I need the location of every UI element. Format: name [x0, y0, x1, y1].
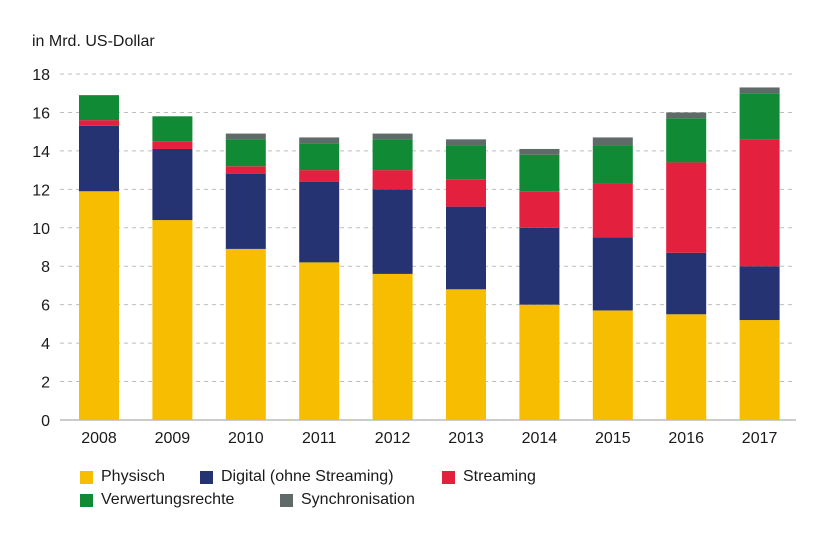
- bar-segment: [519, 148, 560, 155]
- bar-segment: [152, 148, 193, 221]
- legend-item-digital: Digital (ohne Streaming): [200, 468, 394, 486]
- bar-segment: [372, 139, 413, 171]
- x-tick-label: 2017: [742, 430, 778, 447]
- y-tick-label: 6: [41, 298, 50, 315]
- bar-segment: [299, 143, 340, 171]
- bar-segment: [519, 304, 560, 420]
- legend-item-physisch: Physisch: [80, 468, 165, 486]
- bar-segment: [225, 139, 266, 167]
- x-axis-ticks: 2008 2009 2010 2011 2012 2013 2014 2015 2016 2017: [81, 430, 777, 447]
- y-tick-label: 14: [32, 144, 50, 161]
- bar-segment: [666, 252, 707, 315]
- bar-segment: [79, 95, 119, 121]
- bar-segment: [739, 266, 780, 321]
- bar-segment: [739, 93, 780, 140]
- bar-segment: [225, 248, 266, 420]
- bar-segment: [225, 173, 266, 249]
- bar-segment: [79, 120, 119, 126]
- y-axis-ticks: 0 2 4 6 8 10 12 14 16 18: [32, 67, 50, 430]
- legend-swatch: [280, 493, 293, 507]
- bar-segment: [299, 181, 340, 263]
- bar-segment: [372, 170, 413, 190]
- bar-segment: [592, 183, 633, 238]
- legend-label: Synchronisation: [301, 491, 415, 508]
- legend: Physisch Digital (ohne Streaming) Stream…: [80, 468, 800, 516]
- x-tick-label: 2010: [228, 430, 264, 447]
- x-tick-label: 2012: [375, 430, 411, 447]
- bar-segment: [739, 87, 780, 94]
- bar-segment: [739, 320, 780, 420]
- legend-item-verwertungsrechte: Verwertungsrechte: [80, 491, 234, 509]
- bar-segment: [152, 141, 193, 149]
- x-tick-label: 2009: [155, 430, 191, 447]
- y-tick-label: 12: [32, 182, 50, 199]
- bar-segment: [299, 137, 340, 144]
- legend-swatch: [80, 470, 93, 484]
- legend-label: Digital (ohne Streaming): [221, 468, 394, 485]
- y-tick-label: 10: [32, 221, 50, 238]
- bar-segment: [225, 133, 266, 140]
- bar-segment: [739, 139, 780, 267]
- x-tick-label: 2014: [522, 430, 558, 447]
- bar-segment: [592, 237, 633, 311]
- bar-segment: [446, 206, 486, 290]
- x-tick-label: 2008: [81, 430, 117, 447]
- y-tick-label: 0: [41, 413, 50, 430]
- x-tick-label: 2016: [668, 430, 704, 447]
- bar-segment: [592, 310, 633, 420]
- legend-item-streaming: Streaming: [442, 468, 536, 486]
- y-tick-label: 2: [41, 375, 50, 392]
- legend-item-synchronisation: Synchronisation: [280, 491, 415, 509]
- bar-segment: [299, 170, 340, 182]
- bar-segment: [372, 133, 413, 140]
- legend-label: Streaming: [463, 468, 536, 485]
- bar-segment: [666, 314, 707, 420]
- bar-segment: [446, 139, 486, 146]
- bar-segment: [152, 116, 193, 142]
- bar-segment: [372, 189, 413, 274]
- bar-segment: [446, 289, 486, 420]
- bar-segment: [666, 118, 707, 163]
- bar-segment: [299, 262, 340, 420]
- y-axis-unit-label: in Mrd. US-Dollar: [32, 33, 155, 50]
- legend-label: Verwertungsrechte: [101, 491, 235, 508]
- x-tick-label: 2015: [595, 430, 631, 447]
- bar-segment: [225, 166, 266, 174]
- legend-label: Physisch: [101, 468, 166, 485]
- bar-segment: [446, 179, 486, 207]
- bar-segment: [519, 154, 560, 192]
- legend-swatch: [442, 470, 455, 484]
- bar-segment: [592, 137, 633, 146]
- y-tick-label: 16: [32, 105, 50, 122]
- x-tick-label: 2013: [448, 430, 484, 447]
- y-tick-label: 4: [41, 336, 50, 353]
- bar-segment: [592, 145, 633, 184]
- bar-segment: [519, 227, 560, 305]
- bar-segment: [446, 145, 486, 180]
- x-tick-label: 2011: [302, 430, 337, 447]
- legend-swatch: [200, 470, 213, 484]
- bar-segment: [152, 220, 193, 420]
- bar-segment: [519, 191, 560, 228]
- legend-swatch: [80, 493, 93, 507]
- y-tick-label: 18: [32, 67, 50, 84]
- bars: [79, 87, 780, 420]
- bar-segment: [79, 191, 119, 420]
- y-tick-label: 8: [41, 259, 50, 276]
- bar-segment: [372, 273, 413, 420]
- bar-segment: [666, 162, 707, 253]
- bar-segment: [79, 125, 119, 192]
- bar-segment: [666, 112, 707, 119]
